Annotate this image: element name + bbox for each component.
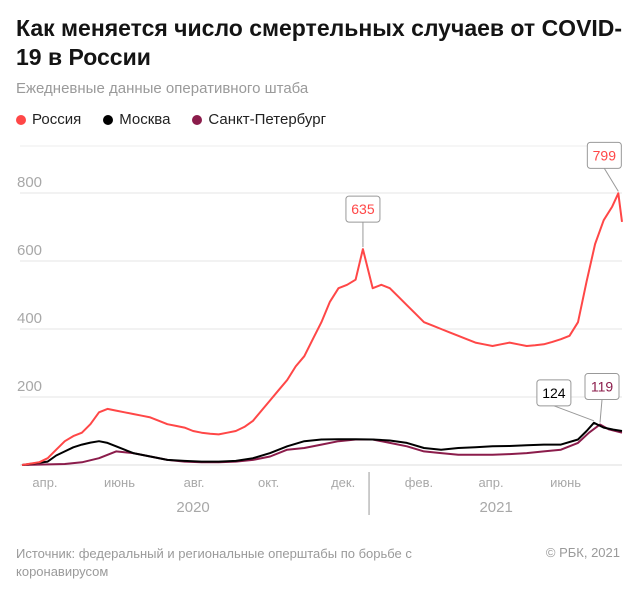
annotation-label: 119 (591, 379, 614, 395)
legend-label: Москва (119, 111, 171, 128)
year-label: 2020 (176, 499, 209, 516)
y-tick-label: 800 (17, 174, 42, 191)
legend-item-moscow: Москва (103, 111, 170, 128)
annotation-label: 799 (593, 147, 617, 163)
legend-item-russia: Россия (16, 111, 81, 128)
annotation-box (536, 379, 572, 407)
copyright: © РБК, 2021 (545, 545, 620, 560)
x-tick-label: апр. (32, 475, 57, 490)
x-tick-label: авг. (184, 475, 205, 490)
x-tick-label: июнь (104, 475, 135, 490)
legend-label: Россия (32, 111, 82, 128)
annotation-box (345, 195, 381, 223)
series-line-Россия (21, 192, 623, 466)
annotation-leader (603, 168, 619, 192)
x-tick-label: окт. (258, 475, 279, 490)
annotation-box (584, 373, 620, 401)
legend-dot-icon (192, 114, 203, 125)
annotation-leader (553, 405, 595, 422)
chart-subtitle: Ежедневные данные оперативного штаба (16, 80, 309, 97)
y-tick-label: 600 (17, 242, 42, 259)
year-label: 2021 (479, 499, 512, 516)
y-tick-label: 400 (17, 310, 42, 327)
annotation-label: 124 (542, 385, 566, 401)
legend-dot-icon (16, 114, 26, 125)
x-tick-label: апр. (478, 475, 503, 490)
line-chart: 200 400 600 800 апр. июнь авг. окт. дек. фев. апр.… (17, 141, 623, 516)
x-tick-label: июнь (550, 475, 581, 490)
legend-dot-icon (103, 114, 114, 125)
x-tick-label: фев. (405, 475, 433, 490)
y-tick-label: 200 (17, 378, 42, 395)
legend: Россия Москва Санкт-Петербург (16, 111, 326, 128)
legend-item-spb: Санкт-Петербург (192, 111, 326, 128)
annotation-box (586, 141, 622, 169)
source-note: Источник: федеральный и региональные опе… (16, 546, 412, 579)
x-tick-label: дек. (331, 475, 355, 490)
chart-title: Как меняется число смертельных случаев о… (16, 15, 623, 70)
legend-label: Санкт-Петербург (208, 111, 327, 128)
annotation-label: 635 (351, 201, 375, 217)
annotation-leader (599, 399, 603, 423)
series-line-Москва (21, 421, 623, 466)
